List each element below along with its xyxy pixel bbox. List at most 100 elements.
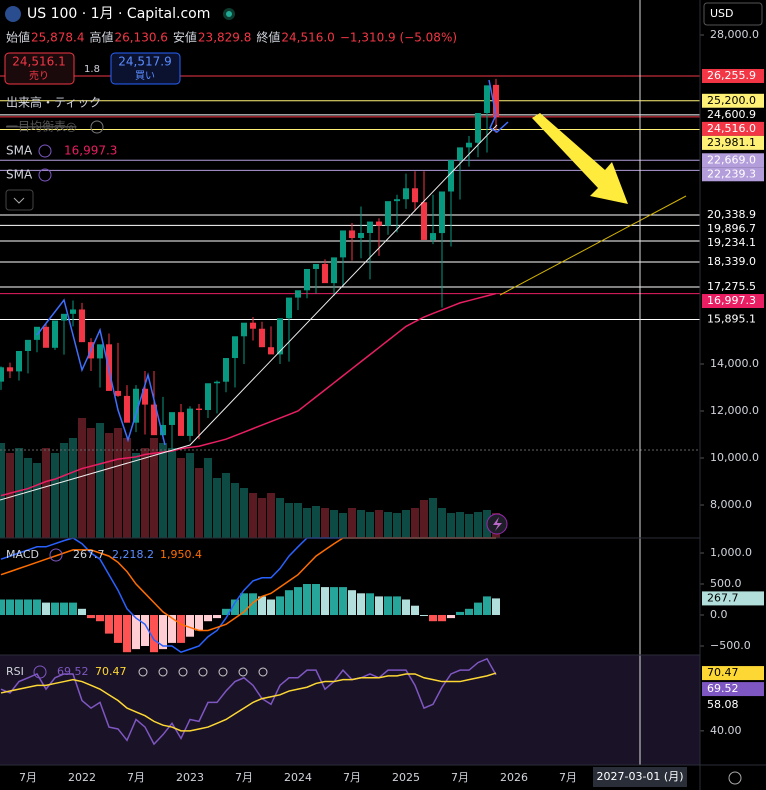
price-level-label: 23,981.1 xyxy=(707,136,756,149)
macd-histogram-bar xyxy=(150,615,158,653)
price-level-label: 16,997.3 xyxy=(707,294,756,307)
macd-histogram-bar xyxy=(96,615,104,622)
ohlc-value: 24,516.0 xyxy=(281,31,334,45)
y-tick-label: 28,000.0 xyxy=(710,28,759,41)
legend-sma: SMA xyxy=(6,144,33,158)
axis-label-box xyxy=(702,93,764,108)
axis-label-box xyxy=(702,698,764,713)
sell-button[interactable] xyxy=(4,52,75,85)
macd-histogram-bar xyxy=(474,602,482,616)
hidden-icon xyxy=(158,667,168,677)
price-level-label: 19,234.1 xyxy=(707,236,756,249)
candle-body xyxy=(214,381,220,384)
macd-histogram-bar xyxy=(366,593,374,616)
volume-bar xyxy=(321,508,329,538)
x-tick-label: 2024 xyxy=(284,771,312,784)
volume-bar xyxy=(132,453,140,538)
volume-bar xyxy=(159,443,167,538)
volume-bar xyxy=(33,463,41,538)
volume-bar xyxy=(375,510,383,538)
volume-bar xyxy=(150,438,158,538)
volume-bar xyxy=(294,503,302,538)
symbol-icon xyxy=(5,6,21,22)
volume-bar xyxy=(105,433,113,538)
arrow xyxy=(532,113,628,204)
macd-histogram-bar xyxy=(240,593,248,616)
macd-histogram-bar xyxy=(402,599,410,616)
macd-histogram-bar xyxy=(6,599,14,616)
price-level-label: 20,338.9 xyxy=(707,208,756,221)
macd-histogram-bar xyxy=(87,615,95,619)
volume-bar xyxy=(393,513,401,538)
currency-button[interactable] xyxy=(703,2,763,26)
macd-histogram-bar xyxy=(330,587,338,616)
settings-icon[interactable] xyxy=(38,144,52,158)
hidden-icon[interactable] xyxy=(90,120,104,134)
macd-histogram-bar xyxy=(33,599,41,616)
volume-bar xyxy=(438,508,446,538)
volume-bar xyxy=(429,498,437,538)
macd-histogram-bar xyxy=(294,587,302,616)
price-level-label: 24,516.0 xyxy=(707,122,756,135)
macd-histogram-bar xyxy=(42,602,50,616)
macd-histogram-bar xyxy=(159,615,167,650)
price-level-label: 18,339.0 xyxy=(707,255,756,268)
candle-body xyxy=(448,160,454,192)
axis-label-box xyxy=(702,68,764,83)
volume-bar xyxy=(330,510,338,538)
candle-body xyxy=(439,191,445,234)
candle-body xyxy=(421,202,427,240)
settings-icon[interactable] xyxy=(728,771,742,785)
legend-sma-value: 16,997.3 xyxy=(64,144,117,158)
y-tick-label: 1,000.0 xyxy=(710,546,752,559)
macd-histogram-bar xyxy=(15,599,23,616)
axis-label-box xyxy=(702,666,764,681)
price-level-label: 17,275.5 xyxy=(707,280,756,293)
buy-button[interactable] xyxy=(110,52,181,85)
candle-body xyxy=(394,199,400,202)
volume-bar xyxy=(15,448,23,538)
signal-value: 1,950.4 xyxy=(160,548,202,561)
macd-histogram-bar xyxy=(195,615,203,631)
volume-bar xyxy=(384,512,392,538)
volume-bar xyxy=(114,428,122,538)
sell-price: 24,516.1 xyxy=(12,55,65,69)
volume-bar xyxy=(366,512,374,538)
candle-body xyxy=(232,336,238,359)
crosshair-date: 2027-03-01 (月) xyxy=(596,770,683,783)
price-level-label: 19,896.7 xyxy=(707,222,756,235)
candle-body xyxy=(124,395,130,423)
hidden-icon xyxy=(178,667,188,677)
candle-body xyxy=(349,230,355,238)
candle-body xyxy=(412,188,418,203)
macd-histogram-bar xyxy=(285,590,293,616)
volume-bar xyxy=(240,488,248,538)
volume-bar xyxy=(249,493,257,538)
candle-body xyxy=(97,344,103,359)
macd-histogram-bar xyxy=(168,615,176,643)
x-tick-label: 7月 xyxy=(235,771,253,784)
axis-label-box xyxy=(702,107,764,122)
macd-histogram-bar xyxy=(321,587,329,616)
volume-bar xyxy=(339,513,347,538)
rsi-ma-value: 70.47 xyxy=(95,665,127,678)
settings-icon[interactable] xyxy=(38,168,52,182)
candle-body xyxy=(70,309,76,314)
macd-histogram-bar xyxy=(276,596,284,616)
y-tick-label: 500.0 xyxy=(710,577,742,590)
axis-label-box xyxy=(702,280,764,295)
candle-body xyxy=(178,412,184,436)
volume-bar xyxy=(474,512,482,538)
x-tick-label: 7月 xyxy=(127,771,145,784)
candle-body xyxy=(160,424,166,436)
collapse-button[interactable] xyxy=(5,189,34,211)
trend-line xyxy=(0,124,498,501)
volume-bar xyxy=(87,428,95,538)
candle-body xyxy=(385,201,391,226)
legend-volume: 出来高・ティック xyxy=(6,95,101,110)
ohlc-value: 26,130.6 xyxy=(114,31,167,45)
x-tick-label: 7月 xyxy=(343,771,361,784)
y-tick-label: −500.0 xyxy=(710,639,751,652)
macd-histogram-bar xyxy=(0,599,5,616)
macd-histogram-bar xyxy=(438,615,446,622)
